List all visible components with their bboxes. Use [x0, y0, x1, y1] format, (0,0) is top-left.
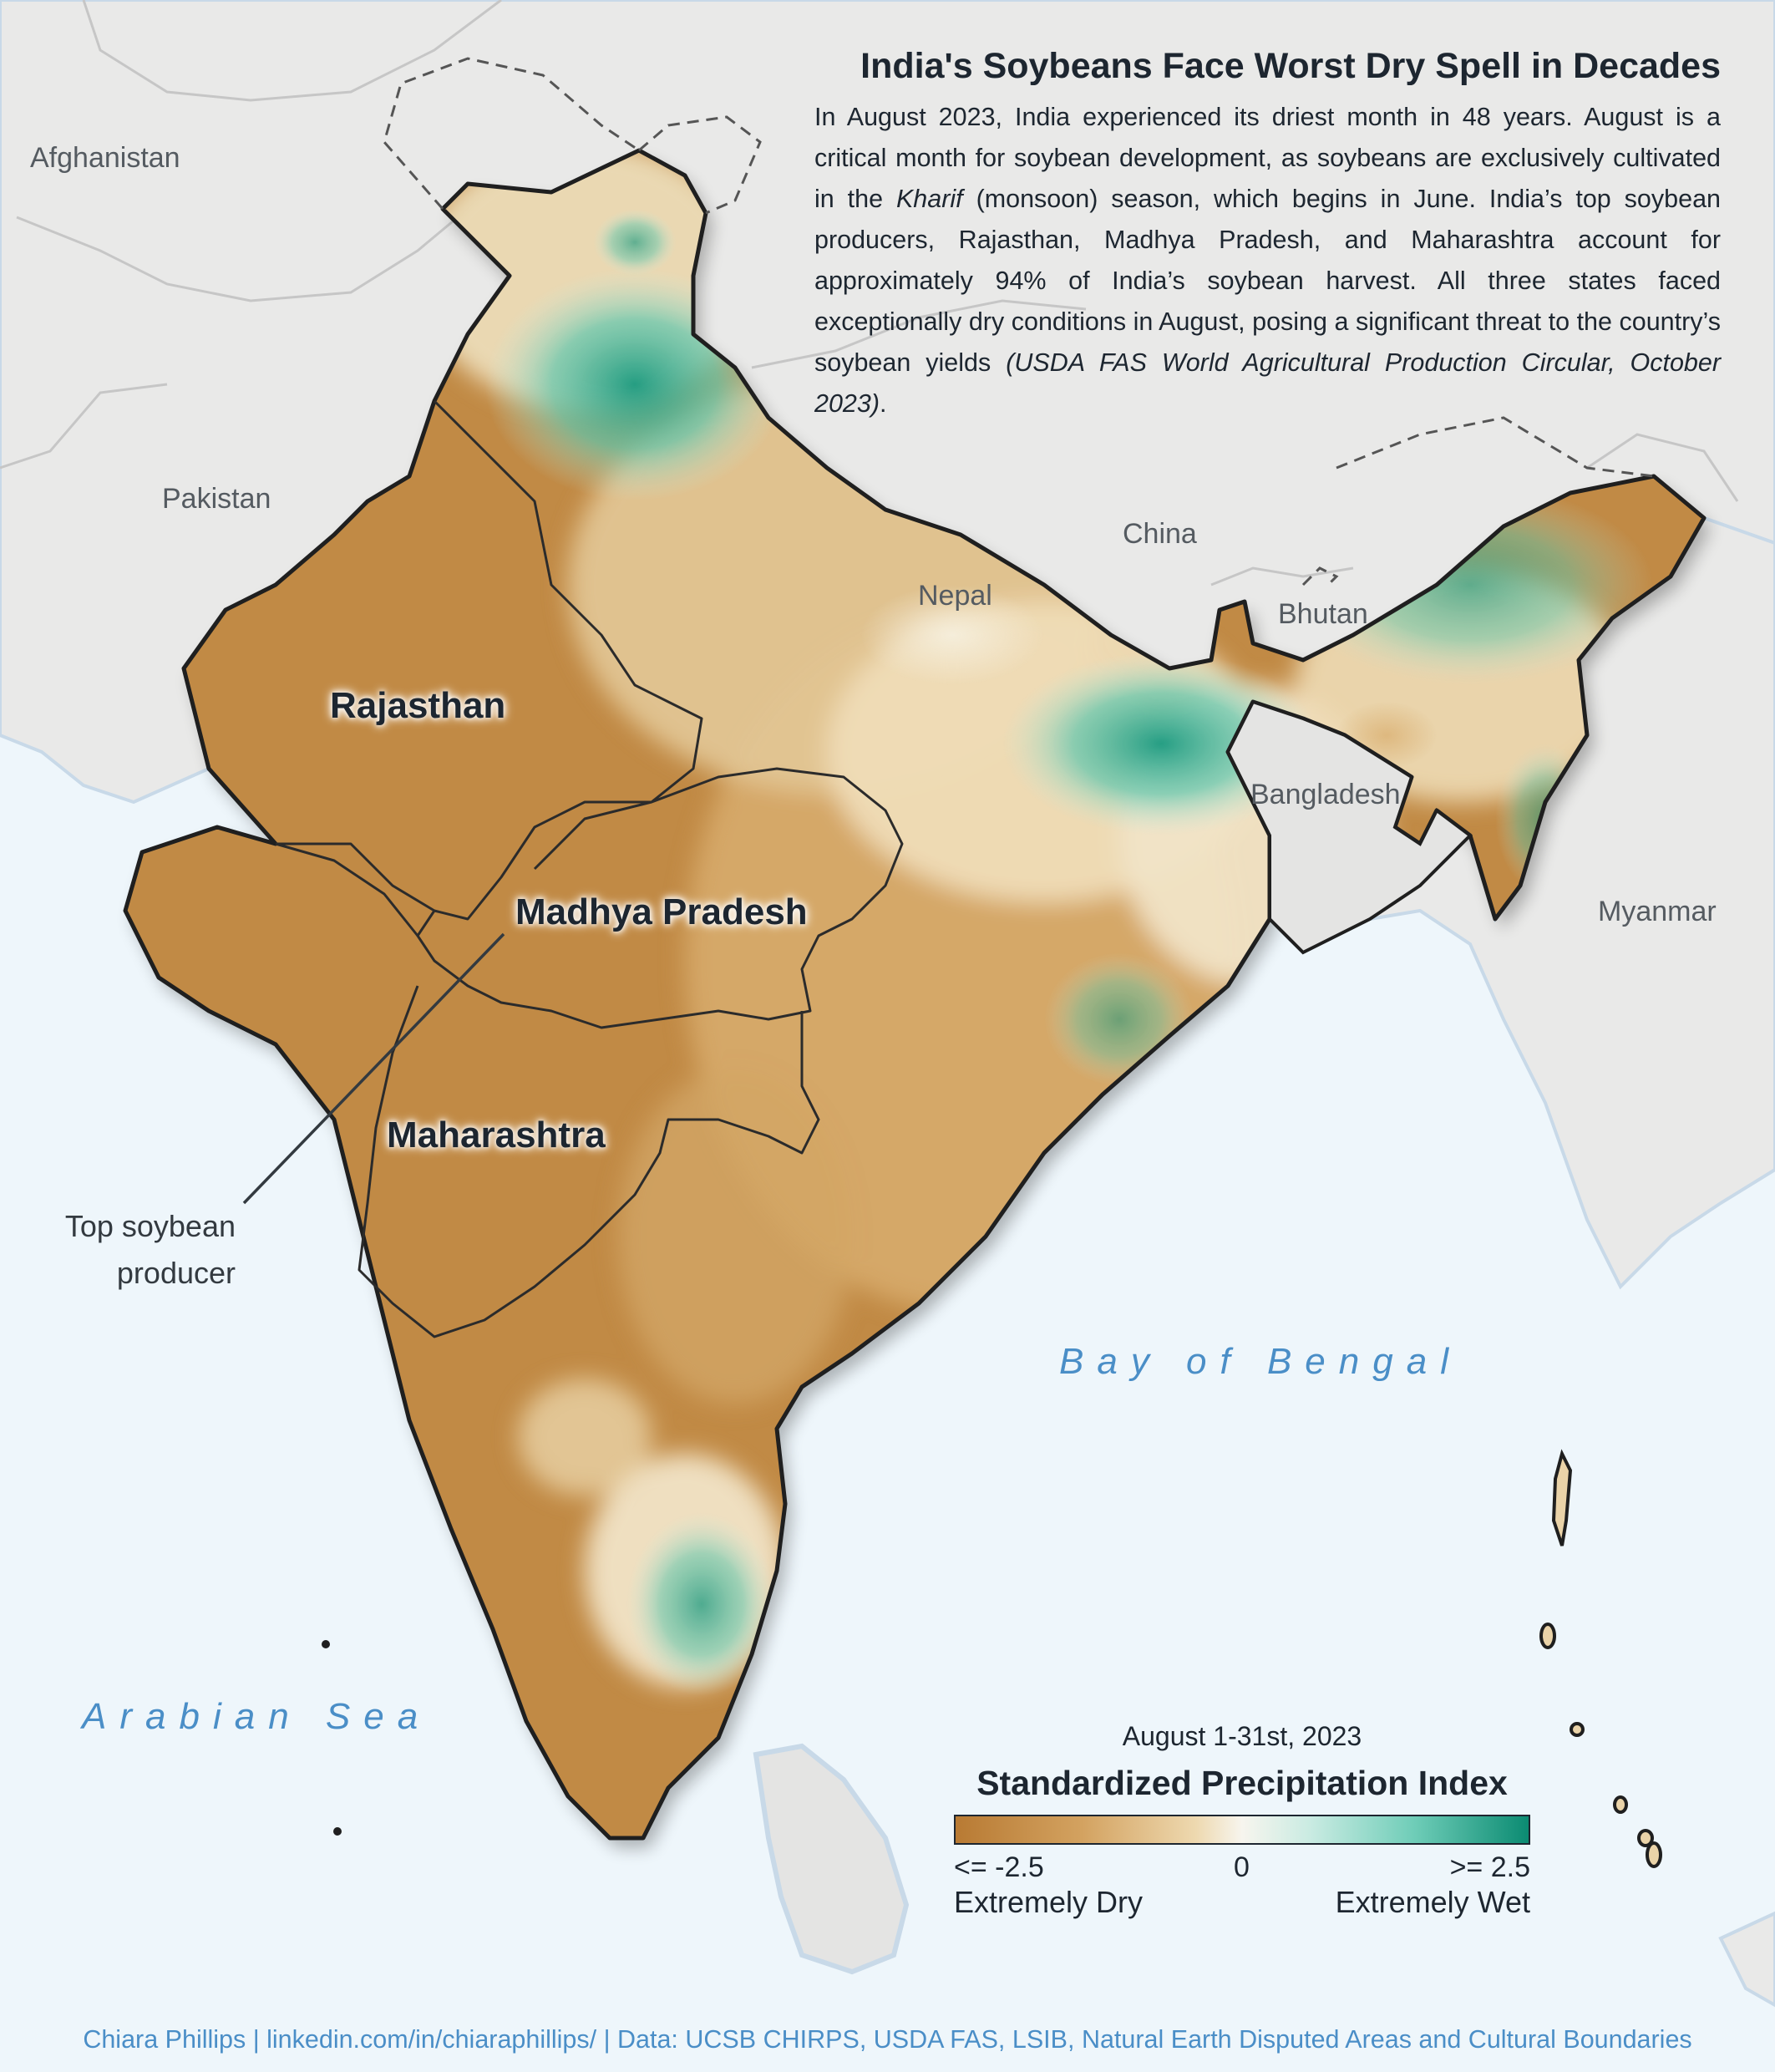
bangladesh-land — [1225, 699, 1473, 955]
sea-label-arabian-sea: Arabian Sea — [82, 1696, 432, 1737]
legend-period: August 1-31st, 2023 — [1122, 1721, 1362, 1751]
legend-title: Standardized Precipitation Index — [976, 1764, 1508, 1802]
lakshadweep-islands — [322, 1640, 342, 1836]
legend-color-bar — [954, 1815, 1530, 1845]
callout-leader-line — [242, 932, 505, 1205]
description-citation: (USDA FAS World Agricultural Production … — [814, 348, 1721, 418]
map-title: India's Soybeans Face Worst Dry Spell in… — [860, 46, 1721, 86]
sri-lanka — [753, 1743, 910, 1975]
state-label-madhya-pradesh: Madhya Pradesh — [515, 891, 808, 932]
callout-top-soybean-producer: Top soybean producer — [33, 1203, 236, 1297]
country-label-china: China — [1123, 518, 1197, 550]
description-kharif: Kharif — [895, 185, 963, 213]
description-part-1: In August 2023, India experienced its dr… — [814, 103, 1721, 213]
legend: August 1-31st, 2023 Standardized Precipi… — [954, 1721, 1530, 1925]
title-block: India's Soybeans Face Worst Dry Spell in… — [814, 46, 1721, 424]
land-southeast — [1718, 1911, 1775, 2008]
callout-line-1: Top soybean — [64, 1209, 236, 1243]
description-end: . — [880, 389, 887, 418]
legend-wet-label: Extremely Wet — [1335, 1885, 1530, 1919]
state-label-maharashtra: Maharashtra — [387, 1115, 606, 1155]
legend-description-row: Extremely Dry Extremely Wet — [954, 1883, 1530, 1925]
country-label-bhutan: Bhutan — [1278, 598, 1368, 630]
state-boundaries — [275, 399, 904, 1338]
legend-mid-label: 0 — [1234, 1851, 1250, 1883]
legend-max-label: >= 2.5 — [1449, 1851, 1530, 1883]
legend-min-label: <= -2.5 — [954, 1851, 1044, 1883]
credit-line: Chiara Phillips | linkedin.com/in/chiara… — [83, 2025, 1692, 2054]
callout-line-2: producer — [116, 1256, 236, 1290]
sea-label-bay-of-bengal: Bay of Bengal — [1059, 1341, 1462, 1382]
state-label-rajasthan: Rajasthan — [330, 685, 506, 726]
india-outline — [123, 148, 1707, 1841]
country-label-bangladesh: Bangladesh — [1250, 779, 1401, 810]
description: In August 2023, India experienced its dr… — [814, 97, 1721, 424]
legend-value-row: <= -2.5 0 >= 2.5 — [954, 1845, 1530, 1883]
country-label-afghanistan: Afghanistan — [30, 142, 180, 174]
description-part-2: (monsoon) season, which begins in June. … — [814, 185, 1721, 377]
andaman-islands — [1539, 1449, 1662, 1868]
legend-dry-label: Extremely Dry — [954, 1885, 1144, 1919]
country-label-nepal: Nepal — [918, 580, 992, 612]
country-label-pakistan: Pakistan — [162, 483, 271, 515]
country-label-myanmar: Myanmar — [1598, 896, 1717, 927]
